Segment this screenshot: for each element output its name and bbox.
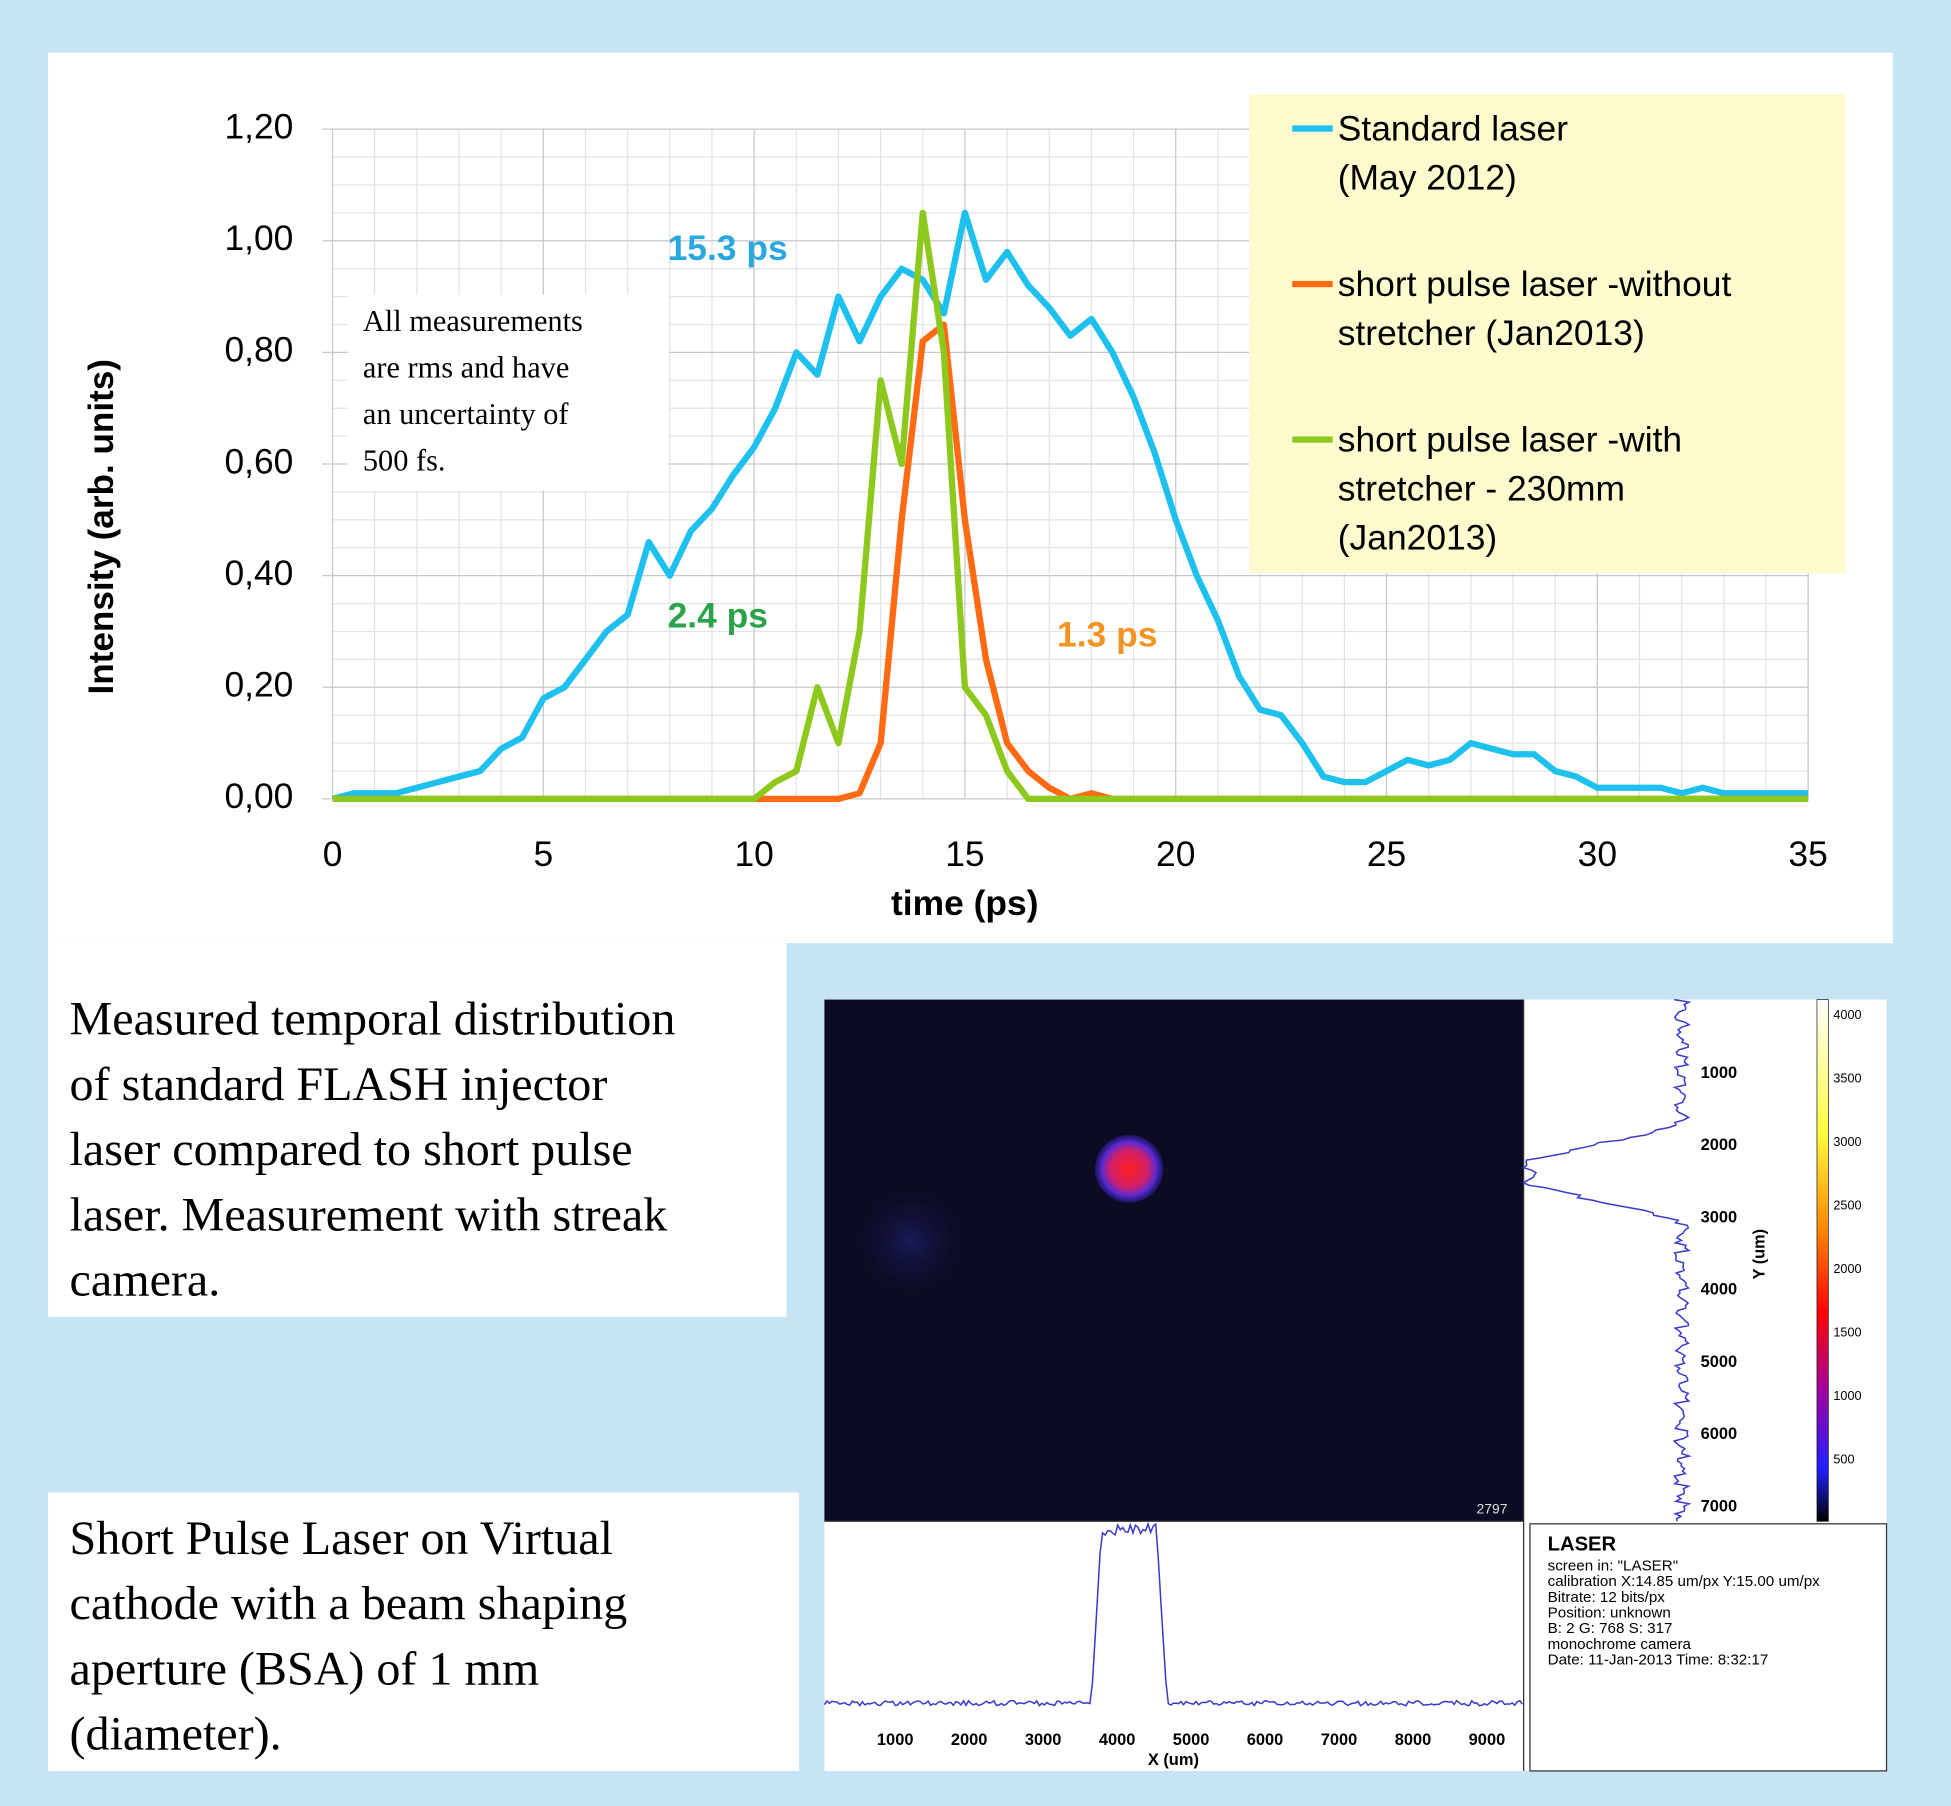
x-tick-label: 20 bbox=[1156, 835, 1195, 874]
y-axis-title: Intensity (arb. units) bbox=[82, 359, 121, 694]
x-tick-label: 30 bbox=[1578, 835, 1617, 874]
info-line: Bitrate: 12 bits/px bbox=[1548, 1589, 1666, 1606]
y-tick-label: 0,00 bbox=[224, 777, 293, 816]
x-tick-label: 15 bbox=[945, 835, 984, 874]
annotation: 15.3 ps bbox=[668, 229, 788, 268]
x-axis-title: time (ps) bbox=[891, 884, 1038, 923]
x-tick-label: 35 bbox=[1788, 835, 1827, 874]
caption-line: laser. Measurement with streak bbox=[69, 1188, 668, 1242]
info-line: B: 2 G: 768 S: 317 bbox=[1548, 1620, 1673, 1637]
camera-x-tick: 4000 bbox=[1099, 1731, 1136, 1749]
frame-label: 2797 bbox=[1477, 1501, 1508, 1517]
note-line: 500 fs. bbox=[362, 445, 446, 478]
camera-x-tick: 9000 bbox=[1469, 1731, 1506, 1749]
note-line: an uncertainty of bbox=[362, 398, 569, 432]
y-tick-label: 1,00 bbox=[224, 219, 293, 258]
faint-spot bbox=[847, 1178, 974, 1305]
camera-y-tick: 3000 bbox=[1701, 1208, 1738, 1226]
caption-line: cathode with a beam shaping bbox=[69, 1577, 628, 1631]
y-tick-label: 0,20 bbox=[224, 666, 293, 705]
legend-swatch bbox=[1292, 436, 1333, 443]
caption-line: aperture (BSA) of 1 mm bbox=[69, 1642, 540, 1696]
note-line: All measurements bbox=[362, 306, 583, 339]
legend: Standard laser (May 2012) short pulse las… bbox=[1249, 94, 1847, 574]
annotation: 1.3 ps bbox=[1057, 616, 1157, 655]
colorbar-tick: 1000 bbox=[1833, 1389, 1861, 1403]
caption-line: Short Pulse Laser on Virtual bbox=[69, 1512, 613, 1566]
colorbar-tick: 2500 bbox=[1833, 1199, 1861, 1213]
caption-panel bbox=[48, 1492, 800, 1771]
colorbar-tick: 3000 bbox=[1833, 1135, 1861, 1149]
x-tick-label: 5 bbox=[533, 835, 553, 874]
info-line: monochrome camera bbox=[1548, 1636, 1692, 1653]
caption: Measured temporal distribution of standar… bbox=[70, 987, 676, 1313]
caption-line: (diameter). bbox=[69, 1708, 282, 1761]
note-line: are rms and have bbox=[362, 352, 570, 386]
x-tick-label: 0 bbox=[323, 835, 343, 874]
caption-line: camera. bbox=[69, 1254, 221, 1307]
info-box bbox=[1529, 1523, 1888, 1772]
series-line bbox=[331, 209, 1809, 802]
camera-x-tick: 5000 bbox=[1173, 1731, 1210, 1749]
colorbar bbox=[1816, 999, 1829, 1522]
series-line bbox=[332, 209, 1809, 803]
camera-x-tick: 1000 bbox=[877, 1731, 914, 1749]
legend-label: Standard laser (May 2012) bbox=[1337, 109, 1569, 197]
y-tick-label: 0,80 bbox=[224, 331, 293, 370]
legend-entry: short pulse laser -without stretcher (Ja… bbox=[1292, 260, 1846, 358]
info-line: screen in: "LASER" bbox=[1548, 1557, 1679, 1574]
legend-entry: Standard laser (May 2012) bbox=[1292, 104, 1846, 202]
x-tick-label: 25 bbox=[1367, 835, 1406, 874]
camera-x-title: X (um) bbox=[1148, 1751, 1199, 1769]
camera-x-tick: 7000 bbox=[1321, 1731, 1358, 1749]
legend-label: short pulse laser -with stretcher - 230m… bbox=[1337, 420, 1683, 557]
info-title: LASER bbox=[1548, 1533, 1617, 1555]
caption-line: Measured temporal distribution bbox=[69, 993, 676, 1046]
colorbar-tick: 500 bbox=[1833, 1452, 1854, 1466]
camera-y-tick: 2000 bbox=[1701, 1136, 1738, 1154]
info-line: Date: 11-Jan-2013 Time: 8:32:17 bbox=[1548, 1652, 1769, 1669]
y-tick-label: 1,20 bbox=[224, 108, 293, 147]
caption-line: laser compared to short pulse bbox=[69, 1123, 633, 1177]
colorbar-tick: 1500 bbox=[1833, 1326, 1861, 1340]
y-profile bbox=[1522, 998, 1692, 1522]
x-tick-label: 10 bbox=[734, 835, 773, 874]
camera-x-tick: 3000 bbox=[1025, 1731, 1062, 1749]
legend-label: short pulse laser -without stretcher (Ja… bbox=[1337, 264, 1732, 353]
colorbar-tick: 4000 bbox=[1833, 1008, 1861, 1022]
legend-entry: short pulse laser -with stretcher - 230m… bbox=[1292, 415, 1846, 562]
camera-x-tick: 2000 bbox=[951, 1731, 988, 1749]
colorbar-tick: 3500 bbox=[1833, 1072, 1861, 1086]
legend-swatch bbox=[1292, 125, 1333, 132]
camera-y-tick: 1000 bbox=[1701, 1064, 1738, 1082]
info-line: calibration X:14.85 um/px Y:15.00 um/px bbox=[1548, 1573, 1821, 1590]
camera-y-tick: 5000 bbox=[1701, 1353, 1738, 1371]
camera-x-tick: 8000 bbox=[1395, 1731, 1432, 1749]
legend-swatch bbox=[1292, 280, 1333, 288]
camera-y-title: Y (um) bbox=[1750, 1229, 1768, 1279]
caption: Short Pulse Laser on Virtual cathode with… bbox=[70, 1506, 628, 1767]
laser-spot bbox=[1094, 1135, 1164, 1203]
annotation: 2.4 ps bbox=[668, 597, 768, 636]
y-tick-label: 0,60 bbox=[224, 442, 293, 481]
caption-line: of standard FLASH injector bbox=[69, 1058, 608, 1112]
camera-x-tick: 6000 bbox=[1247, 1731, 1284, 1749]
camera-y-tick: 4000 bbox=[1701, 1281, 1738, 1299]
caption-panel bbox=[48, 943, 787, 1317]
note: All measurements are rms and have an uncer… bbox=[347, 294, 669, 491]
camera-y-tick: 7000 bbox=[1701, 1497, 1738, 1515]
y-tick-label: 0,40 bbox=[224, 554, 293, 593]
x-profile bbox=[823, 1521, 1523, 1707]
camera-y-tick: 6000 bbox=[1701, 1425, 1738, 1443]
info-line: Position: unknown bbox=[1548, 1605, 1671, 1622]
colorbar-tick: 2000 bbox=[1833, 1262, 1861, 1276]
